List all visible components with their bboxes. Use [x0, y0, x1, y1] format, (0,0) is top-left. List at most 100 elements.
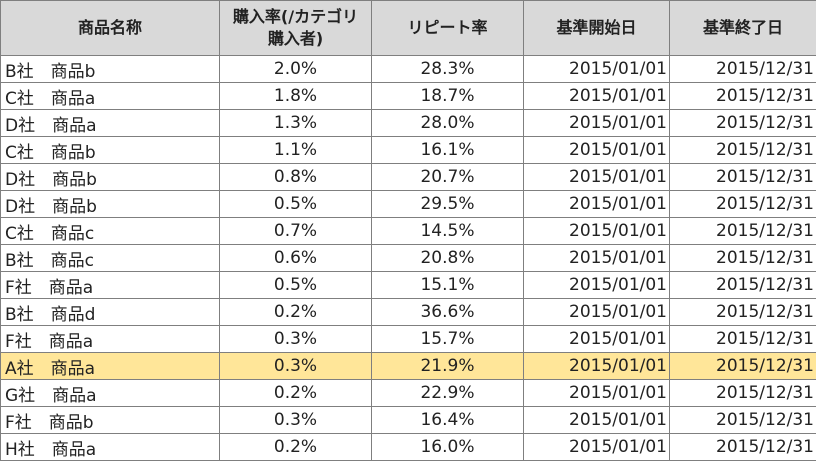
cell-repeat-rate: 14.5% [371, 217, 524, 245]
cell-start-date: 2015/01/01 [523, 244, 670, 272]
cell-repeat-rate: 16.0% [371, 433, 524, 461]
cell-repeat-rate: 29.5% [371, 190, 524, 218]
cell-start-date: 2015/01/01 [523, 325, 670, 353]
cell-product-name: B社 商品b [0, 55, 220, 83]
header-purchase-rate: 購入率(/カテゴリ 購入者) [219, 0, 372, 56]
table-row: F社 商品b 0.3% 16.4% 2015/01/01 2015/12/31 [0, 406, 816, 434]
cell-repeat-rate: 20.7% [371, 163, 524, 191]
cell-end-date: 2015/12/31 [669, 244, 816, 272]
cell-start-date: 2015/01/01 [523, 109, 670, 137]
cell-end-date: 2015/12/31 [669, 190, 816, 218]
cell-end-date: 2015/12/31 [669, 298, 816, 326]
table-row: C社 商品b 1.1% 16.1% 2015/01/01 2015/12/31 [0, 136, 816, 164]
cell-start-date: 2015/01/01 [523, 433, 670, 461]
header-purchase-rate-line2: 購入者) [267, 29, 324, 48]
cell-end-date: 2015/12/31 [669, 352, 816, 380]
cell-repeat-rate: 18.7% [371, 82, 524, 110]
cell-product-name: F社 商品a [0, 271, 220, 299]
cell-product-name: H社 商品a [0, 433, 220, 461]
table-row: D社 商品b 0.8% 20.7% 2015/01/01 2015/12/31 [0, 163, 816, 191]
header-start-date: 基準開始日 [523, 0, 670, 56]
cell-purchase-rate: 2.0% [219, 55, 372, 83]
cell-repeat-rate: 15.7% [371, 325, 524, 353]
cell-product-name: A社 商品a [0, 352, 220, 380]
cell-purchase-rate: 0.8% [219, 163, 372, 191]
cell-purchase-rate: 0.7% [219, 217, 372, 245]
header-product-name: 商品名称 [0, 0, 220, 56]
cell-start-date: 2015/01/01 [523, 82, 670, 110]
header-row: 商品名称 購入率(/カテゴリ 購入者) リピート率 基準開始日 基準終了日 [0, 0, 816, 56]
table-row: B社 商品c 0.6% 20.8% 2015/01/01 2015/12/31 [0, 244, 816, 272]
cell-purchase-rate: 0.5% [219, 271, 372, 299]
cell-start-date: 2015/01/01 [523, 271, 670, 299]
table-row: D社 商品a 1.3% 28.0% 2015/01/01 2015/12/31 [0, 109, 816, 137]
cell-end-date: 2015/12/31 [669, 433, 816, 461]
cell-start-date: 2015/01/01 [523, 136, 670, 164]
cell-start-date: 2015/01/01 [523, 298, 670, 326]
cell-end-date: 2015/12/31 [669, 325, 816, 353]
cell-purchase-rate: 1.8% [219, 82, 372, 110]
cell-repeat-rate: 22.9% [371, 379, 524, 407]
table-header: 商品名称 購入率(/カテゴリ 購入者) リピート率 基準開始日 基準終了日 [0, 0, 816, 56]
table-row: B社 商品d 0.2% 36.6% 2015/01/01 2015/12/31 [0, 298, 816, 326]
cell-end-date: 2015/12/31 [669, 271, 816, 299]
header-repeat-rate: リピート率 [371, 0, 524, 56]
cell-end-date: 2015/12/31 [669, 55, 816, 83]
cell-start-date: 2015/01/01 [523, 190, 670, 218]
cell-repeat-rate: 20.8% [371, 244, 524, 272]
table-row: F社 商品a 0.5% 15.1% 2015/01/01 2015/12/31 [0, 271, 816, 299]
cell-end-date: 2015/12/31 [669, 379, 816, 407]
table-row: B社 商品b 2.0% 28.3% 2015/01/01 2015/12/31 [0, 55, 816, 83]
cell-repeat-rate: 28.0% [371, 109, 524, 137]
cell-product-name: B社 商品c [0, 244, 220, 272]
cell-repeat-rate: 28.3% [371, 55, 524, 83]
cell-end-date: 2015/12/31 [669, 82, 816, 110]
cell-purchase-rate: 1.1% [219, 136, 372, 164]
table-row: H社 商品a 0.2% 16.0% 2015/01/01 2015/12/31 [0, 433, 816, 461]
cell-end-date: 2015/12/31 [669, 406, 816, 434]
header-purchase-rate-line1: 購入率(/カテゴリ [232, 7, 359, 26]
cell-repeat-rate: 15.1% [371, 271, 524, 299]
table-row-highlighted: A社 商品a 0.3% 21.9% 2015/01/01 2015/12/31 [0, 352, 816, 380]
table-body: B社 商品b 2.0% 28.3% 2015/01/01 2015/12/31 C社 商品… [0, 55, 816, 461]
cell-repeat-rate: 16.4% [371, 406, 524, 434]
cell-start-date: 2015/01/01 [523, 379, 670, 407]
cell-product-name: B社 商品d [0, 298, 220, 326]
cell-product-name: F社 商品b [0, 406, 220, 434]
table-row: F社 商品a 0.3% 15.7% 2015/01/01 2015/12/31 [0, 325, 816, 353]
cell-product-name: D社 商品b [0, 190, 220, 218]
cell-product-name: D社 商品a [0, 109, 220, 137]
cell-end-date: 2015/12/31 [669, 163, 816, 191]
cell-end-date: 2015/12/31 [669, 136, 816, 164]
cell-product-name: G社 商品a [0, 379, 220, 407]
cell-product-name: D社 商品b [0, 163, 220, 191]
cell-repeat-rate: 36.6% [371, 298, 524, 326]
cell-product-name: C社 商品b [0, 136, 220, 164]
table-row: D社 商品b 0.5% 29.5% 2015/01/01 2015/12/31 [0, 190, 816, 218]
cell-purchase-rate: 0.3% [219, 406, 372, 434]
cell-start-date: 2015/01/01 [523, 55, 670, 83]
cell-start-date: 2015/01/01 [523, 163, 670, 191]
cell-start-date: 2015/01/01 [523, 406, 670, 434]
cell-purchase-rate: 1.3% [219, 109, 372, 137]
table-row: C社 商品c 0.7% 14.5% 2015/01/01 2015/12/31 [0, 217, 816, 245]
cell-purchase-rate: 0.2% [219, 298, 372, 326]
product-table: 商品名称 購入率(/カテゴリ 購入者) リピート率 基準開始日 基準終了日 B社… [0, 0, 816, 461]
cell-purchase-rate: 0.6% [219, 244, 372, 272]
cell-purchase-rate: 0.5% [219, 190, 372, 218]
cell-product-name: C社 商品c [0, 217, 220, 245]
cell-purchase-rate: 0.3% [219, 352, 372, 380]
table-row: G社 商品a 0.2% 22.9% 2015/01/01 2015/12/31 [0, 379, 816, 407]
cell-product-name: C社 商品a [0, 82, 220, 110]
cell-purchase-rate: 0.2% [219, 433, 372, 461]
cell-product-name: F社 商品a [0, 325, 220, 353]
table-row: C社 商品a 1.8% 18.7% 2015/01/01 2015/12/31 [0, 82, 816, 110]
cell-purchase-rate: 0.3% [219, 325, 372, 353]
cell-start-date: 2015/01/01 [523, 217, 670, 245]
cell-end-date: 2015/12/31 [669, 217, 816, 245]
cell-purchase-rate: 0.2% [219, 379, 372, 407]
cell-repeat-rate: 21.9% [371, 352, 524, 380]
cell-repeat-rate: 16.1% [371, 136, 524, 164]
header-end-date: 基準終了日 [669, 0, 816, 56]
cell-start-date: 2015/01/01 [523, 352, 670, 380]
